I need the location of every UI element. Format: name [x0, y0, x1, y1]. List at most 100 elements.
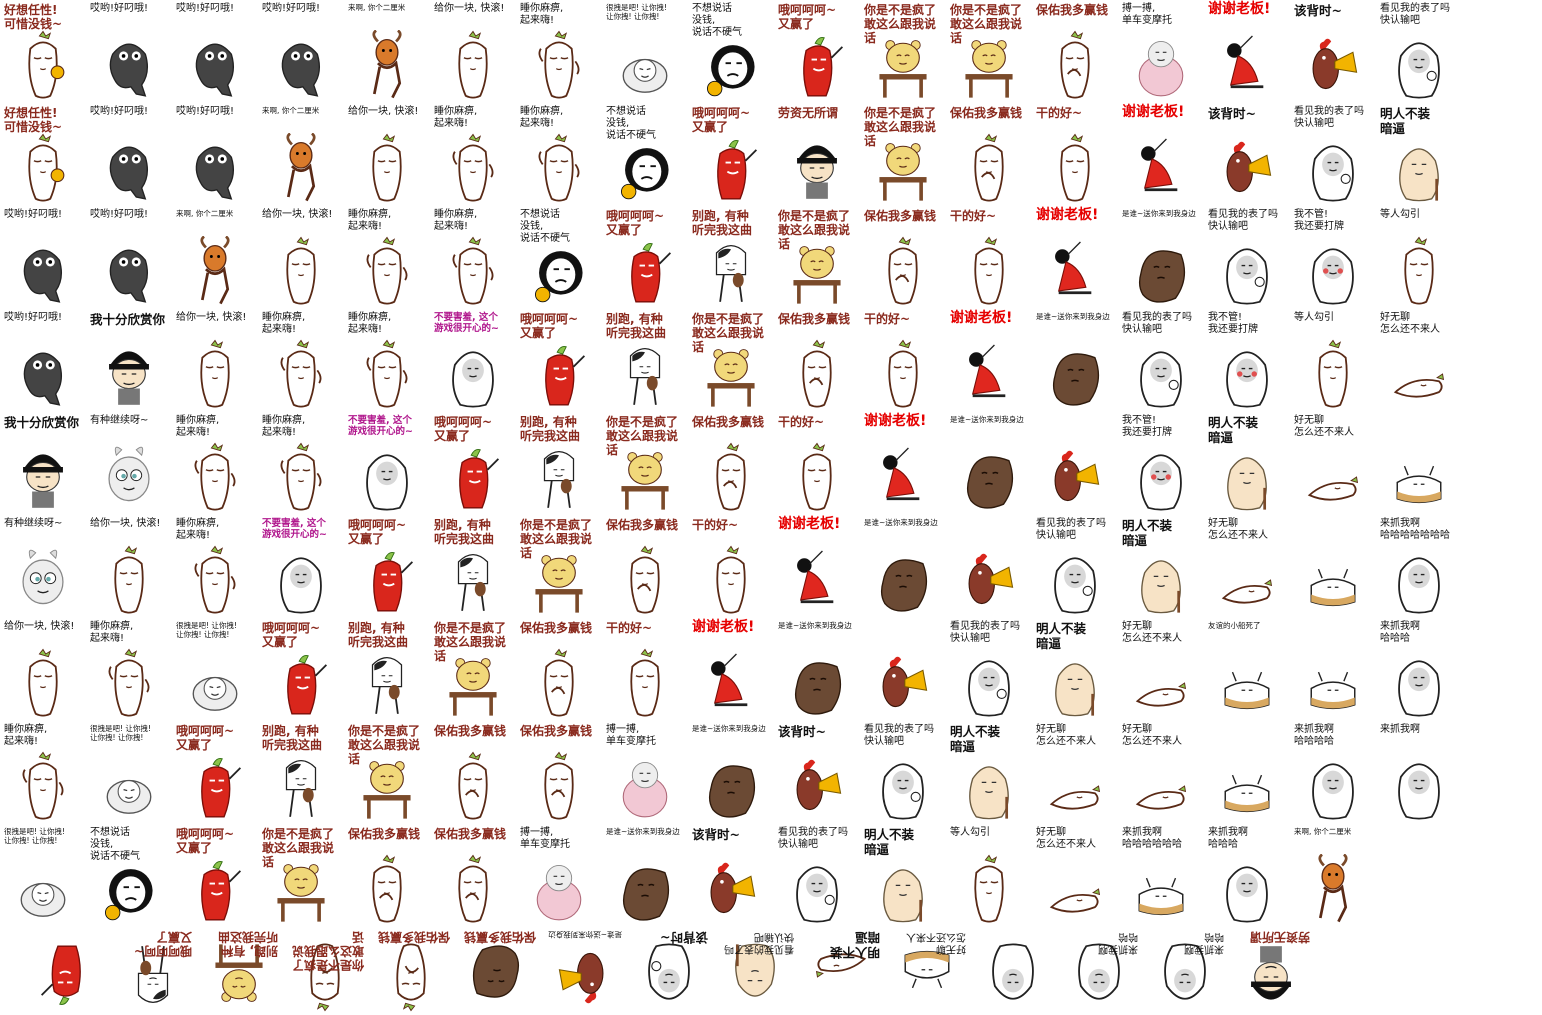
potato-icon: [1046, 648, 1104, 718]
sticker-tile: 哎哟!好叼哦!: [86, 0, 172, 103]
bear-desk-icon: [788, 236, 846, 306]
sticker-caption: 搏一搏, 单车变摩托: [606, 724, 656, 747]
sticker-tile: 睡你麻痹, 起来嗨!: [0, 721, 86, 824]
sticker-tile: [946, 515, 1032, 618]
potato-icon: [960, 751, 1018, 821]
sticker-caption: 保佑我多赢钱: [520, 621, 593, 635]
sticker-caption: 来啊, 你个二厘米: [1294, 827, 1352, 836]
bear-desk-icon: [530, 545, 588, 615]
sticker-caption: 睡你麻痹, 起来嗨!: [348, 209, 392, 232]
chili-icon: [702, 133, 760, 203]
sticker-caption: 好无聊 怎么还不来人: [1122, 724, 1182, 747]
watch-face-icon: [640, 942, 698, 1012]
sticker-caption: 明人不装 暗逼: [864, 827, 915, 857]
sticker-tile: 明人不装 暗逼: [1376, 103, 1462, 206]
horse-dance-icon: [358, 30, 416, 100]
sticker-caption: 很拽是吧! 让你拽! 让你拽! 让你拽!: [90, 724, 151, 742]
dog-box-icon: [1390, 442, 1448, 512]
sticker-caption: 是谁~送你来到我身边: [864, 518, 938, 527]
pink-blob-icon: [1132, 30, 1190, 100]
sticker-caption: 好无聊 怎么还不来人: [1036, 724, 1096, 747]
dog-box-icon: [898, 942, 956, 1012]
sticker-tile: 不要害羞, 这个 游戏很开心的~: [430, 309, 516, 412]
sticker-tile: 睡你麻痹, 起来嗨!: [516, 0, 602, 103]
sticker-row: 好想任性! 可惜没钱~ 哎哟!好叼哦! 哎哟!好叼哦! 哎哟!好叼哦!: [0, 0, 1542, 103]
radish-dance-icon: [186, 442, 244, 512]
radish-pray-icon: [382, 942, 440, 1012]
sticker-tile: 你是不是疯了 敢这么跟我说话: [516, 515, 602, 618]
bunny-icon: [100, 442, 158, 512]
radish-lie-icon: [1132, 648, 1190, 718]
sticker-tile: 保佑我多赢钱: [516, 721, 602, 824]
sticker-tile: 来抓我啊 哈哈哈哈: [1290, 721, 1376, 824]
ghost-face-icon: [1390, 545, 1448, 615]
radish-pray-icon: [444, 854, 502, 924]
radish-lie-icon: [812, 942, 870, 1012]
sticker-caption: 好无聊 怎么还不来人: [1294, 415, 1354, 438]
sticker-tile: 该背时~: [626, 927, 712, 1015]
violin-icon: [358, 648, 416, 718]
brown-blob-icon: [702, 751, 760, 821]
sticker-caption: 谢谢老板!: [950, 310, 1013, 326]
sticker-tile: 我不管! 我还要打牌: [1204, 309, 1290, 412]
sticker-caption: 看见我的表了吗 快认输吧: [1208, 209, 1278, 232]
sticker-tile: 别跑, 有种 听完我这曲: [258, 721, 344, 824]
sticker-caption: 哦呵呵呵~ 又赢了: [262, 621, 321, 649]
chili-icon: [186, 854, 244, 924]
sticker-tile: 你是不是疯了 敢这么跟我说话: [688, 309, 774, 412]
sticker-tile: 谢谢老板!: [1204, 0, 1290, 103]
sticker-caption: 哦呵呵呵~ 又赢了: [606, 209, 665, 237]
watch-face-icon: [960, 648, 1018, 718]
sticker-caption: 有种继续呀~: [4, 518, 63, 529]
radish-lie-icon: [1046, 854, 1104, 924]
helmet-face-icon: [616, 133, 674, 203]
radish-dance-icon: [358, 236, 416, 306]
sticker-tile: 有种继续呀~: [86, 412, 172, 515]
sticker-caption: 明人不装 暗逼: [829, 930, 880, 960]
bear-desk-icon: [616, 442, 674, 512]
sticker-caption: 明人不装 暗逼: [1380, 106, 1431, 136]
sticker-tile: 哦呵呵呵~ 又赢了: [430, 412, 516, 515]
radish-lie-icon: [1304, 442, 1362, 512]
sticker-tile: 给你一块, 快滚!: [0, 618, 86, 721]
sticker-caption: 不想说话 没钱, 说话不硬气: [90, 827, 140, 862]
watch-face-icon: [1046, 545, 1104, 615]
sticker-caption: 我不管! 我还要打牌: [1208, 312, 1258, 335]
sticker-tile: 哦呵呵呵~ 又赢了: [172, 824, 258, 927]
dark-blob-icon: [100, 30, 158, 100]
sticker-tile: 你是不是疯了 敢这么跟我说话: [258, 824, 344, 927]
sticker-caption: 别跑, 有种 听完我这曲: [692, 209, 753, 237]
sticker-caption: 等人勾引: [950, 827, 990, 838]
sticker-caption: 我不管! 我还要打牌: [1294, 209, 1344, 232]
sticker-tile: 睡你麻痹, 起来嗨!: [516, 103, 602, 206]
sticker-tile: 给你一块, 快滚!: [344, 103, 430, 206]
radish-smug-icon: [788, 442, 846, 512]
hen-horn-icon: [554, 942, 612, 1012]
sticker-row: 哦呵呵呵~ 又赢了 别跑, 有种 听完我这曲 你是不是疯了 敢这么跟我说话: [0, 927, 1542, 1015]
radish-coin-icon: [14, 133, 72, 203]
radish-throw-icon: [272, 236, 330, 306]
sticker-tile: 是谁~送你来到我身边: [860, 515, 946, 618]
radish-dance-icon: [186, 545, 244, 615]
sticker-tile: 保佑我多赢钱: [688, 412, 774, 515]
sticker-caption: 你是不是疯了 敢这么跟我说话: [864, 106, 937, 148]
sticker-caption: 好无聊 怎么还不来人: [906, 931, 966, 954]
dark-blob-icon: [272, 30, 330, 100]
sticker-tile: 劳资无所谓: [774, 103, 860, 206]
sticker-caption: 看见我的表了吗 快认输吧: [778, 827, 848, 850]
sticker-tile: 是谁~送你来到我身边: [774, 618, 860, 721]
sticker-tile: 我十分欣赏你: [86, 309, 172, 412]
chili-icon: [38, 942, 96, 1012]
sticker-tile: 睡你麻痹, 起来嗨!: [258, 309, 344, 412]
sticker-tile: 睡你麻痹, 起来嗨!: [344, 206, 430, 309]
sticker-tile: 别跑, 有种 听完我这曲: [602, 309, 688, 412]
sticker-tile: [1290, 515, 1376, 618]
radish-pray-icon: [444, 751, 502, 821]
sticker-tile: 友谊的小船死了: [1204, 618, 1290, 721]
sticker-caption: 保佑我多赢钱: [606, 518, 679, 532]
sticker-caption: 谢谢老板!: [1208, 1, 1271, 17]
sticker-tile: 哎哟!好叼哦!: [86, 103, 172, 206]
sticker-row: 有种继续呀~ 给你一块, 快滚! 睡你麻痹, 起来嗨!: [0, 515, 1542, 618]
bowl-cut-icon: [100, 339, 158, 409]
sticker-tile: 来抓我啊 哈哈哈哈哈哈: [1118, 824, 1204, 927]
